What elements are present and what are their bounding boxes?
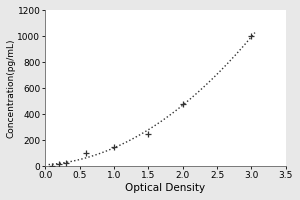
Y-axis label: Concentration(pg/mL): Concentration(pg/mL) — [7, 39, 16, 138]
X-axis label: Optical Density: Optical Density — [125, 183, 206, 193]
